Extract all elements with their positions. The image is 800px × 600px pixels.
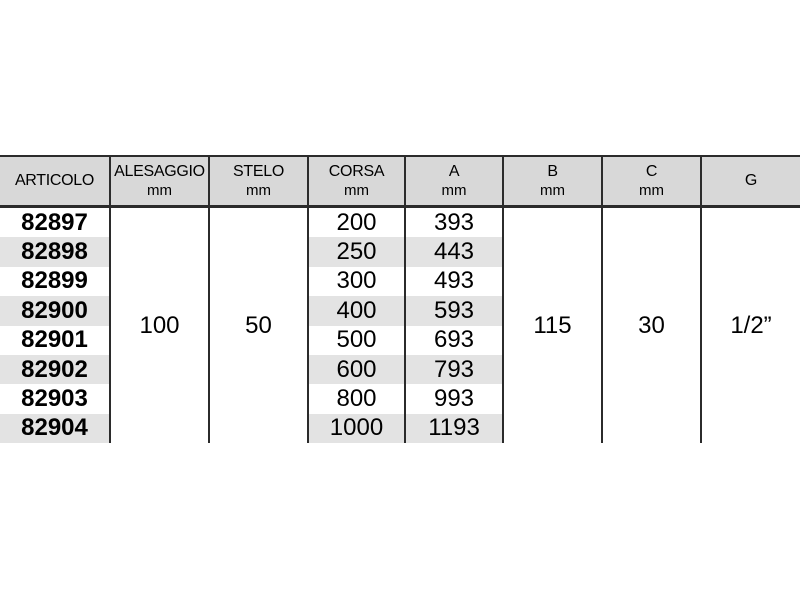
a-cell: 693 xyxy=(406,325,504,355)
corsa-cell: 600 xyxy=(309,354,406,385)
articolo-cell: 82901 xyxy=(0,325,111,355)
header-unit: mm xyxy=(344,181,369,199)
a-cell: 793 xyxy=(406,354,504,385)
corsa-cell: 250 xyxy=(309,237,406,267)
a-cell: 993 xyxy=(406,384,504,414)
header-label: C xyxy=(645,163,658,181)
corsa-cell: 200 xyxy=(309,208,406,238)
merged-cell-g: 1/2” xyxy=(702,208,800,444)
column-header-c: C mm xyxy=(603,157,702,208)
column-header-articolo: ARTICOLO xyxy=(0,157,111,208)
header-label: ALESAGGIO xyxy=(114,163,205,181)
corsa-cell: 800 xyxy=(309,384,406,414)
a-cell: 443 xyxy=(406,237,504,267)
column-header-a: A mm xyxy=(406,157,504,208)
column-header-g: G xyxy=(702,157,800,208)
articolo-cell: 82902 xyxy=(0,354,111,385)
merged-cell-c: 30 xyxy=(603,208,702,444)
merged-cell-b: 115 xyxy=(504,208,603,444)
corsa-cell: 400 xyxy=(309,296,406,326)
corsa-cell: 500 xyxy=(309,325,406,355)
merged-cell-stelo: 50 xyxy=(210,208,309,444)
header-unit: mm xyxy=(540,181,565,199)
articolo-cell: 82899 xyxy=(0,266,111,297)
articolo-cell: 82900 xyxy=(0,296,111,326)
a-cell: 493 xyxy=(406,266,504,297)
articolo-cell: 82903 xyxy=(0,384,111,414)
a-cell: 1193 xyxy=(406,413,504,444)
corsa-cell: 1000 xyxy=(309,413,406,444)
header-label: STELO xyxy=(233,163,284,181)
corsa-cell: 300 xyxy=(309,266,406,297)
header-label: A xyxy=(448,163,460,181)
header-label: G xyxy=(744,171,758,189)
a-cell: 593 xyxy=(406,296,504,326)
articolo-cell: 82904 xyxy=(0,413,111,444)
header-unit: mm xyxy=(147,181,172,199)
column-header-stelo: STELO mm xyxy=(210,157,309,208)
column-header-corsa: CORSA mm xyxy=(309,157,406,208)
spec-table: ARTICOLO ALESAGGIO mm STELO mm CORSA mm … xyxy=(0,155,800,444)
a-cell: 393 xyxy=(406,208,504,238)
header-unit: mm xyxy=(246,181,271,199)
articolo-cell: 82897 xyxy=(0,208,111,238)
column-header-alesaggio: ALESAGGIO mm xyxy=(111,157,210,208)
column-header-b: B mm xyxy=(504,157,603,208)
header-label: B xyxy=(547,163,558,181)
merged-cell-alesaggio: 100 xyxy=(111,208,210,444)
header-unit: mm xyxy=(639,181,664,199)
header-label: ARTICOLO xyxy=(14,171,95,189)
articolo-cell: 82898 xyxy=(0,237,111,267)
header-unit: mm xyxy=(441,181,467,199)
header-label: CORSA xyxy=(328,163,385,181)
